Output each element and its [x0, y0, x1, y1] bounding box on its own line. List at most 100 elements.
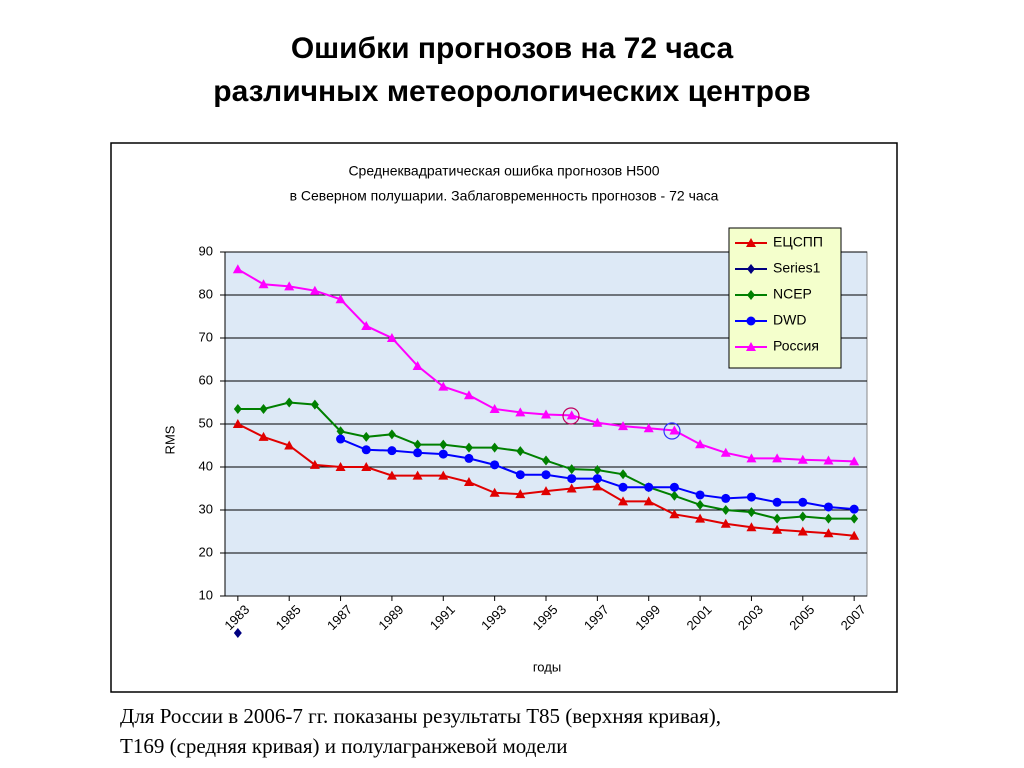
point: [669, 509, 680, 519]
point: [721, 493, 731, 503]
y-tick-label: 20: [199, 544, 213, 559]
point: [233, 403, 242, 414]
point: [823, 455, 834, 465]
legend-label: NCEP: [773, 286, 812, 302]
legend-label: ЕЦСПП: [773, 234, 823, 250]
point: [746, 522, 757, 532]
point: [746, 316, 756, 326]
point: [232, 264, 243, 274]
slide-title: Ошибки прогнозов на 72 часа: [291, 32, 734, 65]
point: [746, 238, 756, 247]
point: [336, 434, 346, 444]
point: [824, 513, 833, 524]
point: [670, 490, 679, 501]
point: [720, 447, 731, 457]
y-tick-label: 50: [199, 415, 213, 430]
point: [259, 403, 268, 414]
caption: Т169 (средняя кривая) и полулагранжевой …: [120, 734, 567, 758]
point: [438, 381, 449, 391]
point: [618, 421, 629, 431]
point: [643, 423, 654, 433]
point: [489, 487, 500, 497]
point: [310, 399, 319, 410]
point: [309, 285, 320, 295]
y-tick-label: 10: [199, 587, 213, 602]
point: [284, 440, 295, 450]
point: [773, 513, 782, 524]
point: [566, 410, 577, 420]
y-tick-label: 40: [199, 458, 213, 473]
point: [542, 455, 550, 466]
point: [592, 417, 603, 427]
point: [644, 482, 654, 492]
point: [566, 483, 577, 493]
point: [386, 333, 397, 342]
point: [335, 294, 346, 304]
point: [258, 431, 269, 441]
point: [720, 518, 731, 528]
point: [489, 403, 500, 413]
point: [592, 481, 603, 491]
point: [285, 397, 294, 408]
y-tick-label: 30: [199, 501, 213, 516]
point: [490, 442, 499, 453]
point: [361, 320, 372, 330]
point: [643, 496, 654, 506]
legend-box: [728, 227, 842, 369]
point: [849, 504, 859, 514]
point: [439, 439, 448, 450]
point: [823, 502, 833, 512]
point: [746, 342, 756, 351]
point: [232, 419, 243, 428]
point: [541, 409, 551, 419]
point: [284, 281, 295, 291]
annotation-circle: [663, 422, 681, 440]
point: [438, 449, 448, 459]
point: [541, 470, 551, 480]
legend-label: Series1: [773, 260, 821, 276]
legend-label: DWD: [773, 312, 806, 328]
point: [567, 474, 577, 484]
point: [387, 429, 396, 440]
point: [619, 469, 628, 480]
point: [541, 486, 551, 496]
point: [463, 390, 474, 400]
point: [386, 470, 397, 480]
point: [387, 446, 397, 456]
point: [335, 462, 346, 471]
point: [412, 360, 423, 370]
slide-title: различных метеорологических центров: [213, 75, 810, 108]
point: [336, 426, 345, 437]
caption: Для России в 2006-7 гг. показаны результ…: [120, 704, 721, 728]
point: [463, 477, 474, 487]
point: [669, 482, 679, 492]
point: [438, 470, 449, 480]
point: [258, 279, 269, 289]
point: [772, 524, 783, 534]
point: [515, 470, 525, 480]
point: [798, 497, 808, 507]
y-tick-label: 90: [199, 243, 213, 258]
point: [849, 530, 860, 540]
point: [593, 465, 602, 476]
chart-title: Среднеквадратическая ошибка прогнозов Н5…: [348, 163, 659, 179]
point: [797, 454, 808, 464]
point: [309, 459, 320, 469]
y-axis-label: RMS: [162, 425, 177, 454]
point: [490, 460, 500, 470]
point: [721, 505, 730, 515]
legend-label: Россия: [773, 338, 819, 354]
point: [361, 445, 371, 455]
point: [464, 442, 473, 453]
point: [849, 456, 860, 466]
point: [798, 511, 807, 522]
point: [618, 496, 629, 506]
chart-title: в Северном полушарии. Заблаговременность…: [290, 188, 719, 204]
point: [850, 513, 859, 524]
y-tick-label: 60: [199, 372, 213, 387]
y-tick-label: 80: [199, 286, 213, 301]
point: [233, 627, 242, 638]
point: [823, 528, 834, 538]
